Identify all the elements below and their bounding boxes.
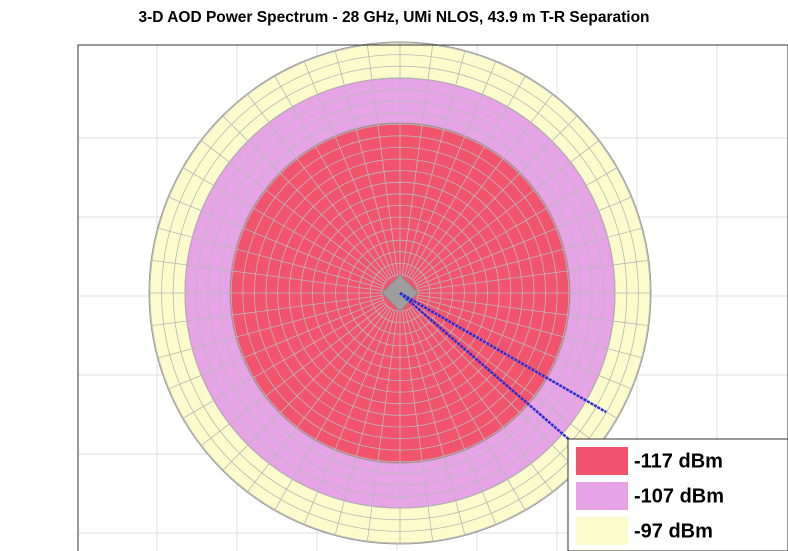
legend-label: -117 dBm [634, 450, 723, 472]
legend-swatch [576, 447, 628, 475]
mesh-spoke [222, 115, 388, 281]
legend-label: -107 dBm [634, 485, 724, 507]
mesh-spoke [200, 139, 386, 283]
mesh-spoke [151, 259, 383, 292]
mesh-spoke [401, 310, 434, 542]
mesh-spoke [416, 196, 633, 287]
mesh-spoke [274, 75, 392, 278]
mesh-spoke [412, 305, 578, 471]
mesh-spoke [417, 297, 643, 359]
axes-box [77, 44, 788, 551]
mesh-spoke [274, 308, 392, 511]
mesh-spoke [167, 299, 384, 390]
mesh-spoke [414, 303, 600, 447]
mesh-spoke [414, 139, 600, 283]
legend-swatch [576, 517, 628, 545]
mesh-spoke [182, 301, 385, 419]
mesh-spoke [151, 294, 383, 327]
mesh-spoke [157, 227, 383, 289]
mesh-spoke [303, 60, 394, 277]
mesh-spoke [200, 303, 386, 447]
mesh-spoke [408, 75, 526, 278]
path-ray [399, 292, 573, 443]
mesh-spoke [246, 307, 390, 493]
mesh-spoke [404, 50, 466, 276]
mesh-spoke [406, 60, 497, 277]
legend: -117 dBm -107 dBm -97 dBm [567, 438, 788, 551]
mesh-spoke [406, 309, 497, 526]
mesh-spoke [410, 307, 554, 493]
mesh [149, 42, 651, 544]
legend-label: -97 dBm [634, 520, 713, 542]
mesh-spoke [404, 310, 466, 536]
mesh-spoke [222, 305, 388, 471]
mesh-spoke [417, 227, 643, 289]
mesh-spoke [366, 310, 399, 542]
mesh-spoke [417, 294, 649, 327]
mesh-spoke [408, 308, 526, 511]
mesh-spoke [334, 50, 396, 276]
mesh-spoke [303, 309, 394, 526]
mesh-spoke [412, 115, 578, 281]
mesh-spoke [417, 259, 649, 292]
mesh-spoke [167, 196, 384, 287]
mesh-spoke [416, 299, 633, 390]
legend-swatch [576, 482, 628, 510]
mesh-spoke [401, 44, 434, 276]
mesh-spoke [366, 44, 399, 276]
mesh-spoke [246, 93, 390, 279]
mesh-spoke [410, 93, 554, 279]
mesh-spoke [157, 297, 383, 359]
mesh-spoke [415, 167, 618, 285]
path-ray [399, 291, 607, 414]
mesh-spoke [182, 167, 385, 285]
mesh-spoke [334, 310, 396, 536]
chart-title: 3-D AOD Power Spectrum - 28 GHz, UMi NLO… [138, 9, 649, 26]
